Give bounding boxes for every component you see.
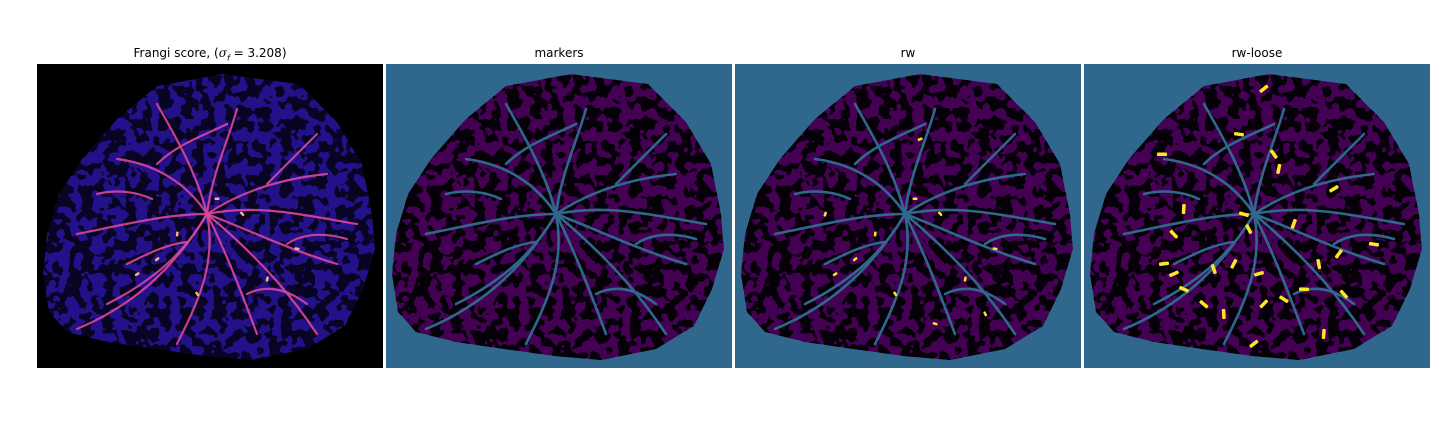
rw-loose-image (1084, 64, 1430, 368)
rw-image (735, 64, 1081, 368)
rw-title: rw (900, 46, 916, 60)
frangi-score-image (37, 64, 383, 368)
markers-title: markers (534, 46, 584, 60)
rw-loose-title: rw-loose (1231, 46, 1283, 60)
frangi-score-title: Frangi score, (σf = 3.208) (133, 46, 287, 63)
markers-image (386, 64, 732, 368)
